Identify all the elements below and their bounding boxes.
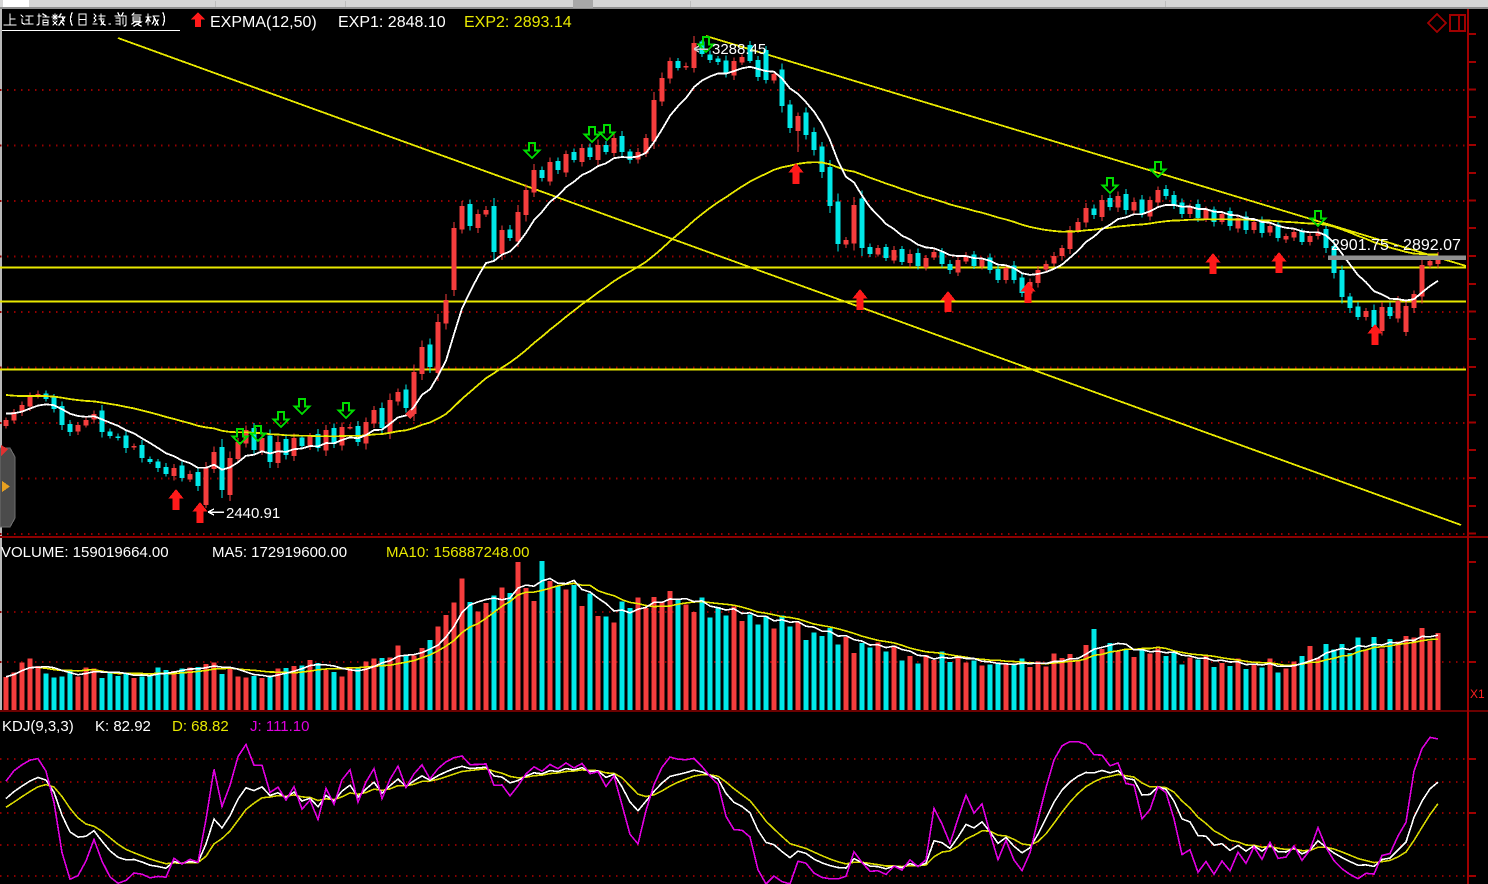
svg-text:MA10: 156887248.00: MA10: 156887248.00 xyxy=(386,544,529,561)
svg-text:K: 82.92: K: 82.92 xyxy=(95,718,151,735)
svg-text:J: 111.10: J: 111.10 xyxy=(250,718,310,735)
svg-text:EXPMA(12,50): EXPMA(12,50) xyxy=(210,14,317,31)
svg-text:2901.75 - 2892.07: 2901.75 - 2892.07 xyxy=(1331,237,1461,254)
svg-text:2440.91: 2440.91 xyxy=(226,505,280,522)
svg-text:VOLUME: 159019664.00: VOLUME: 159019664.00 xyxy=(1,544,169,561)
svg-text:3288.45: 3288.45 xyxy=(712,41,766,58)
svg-text:D: 68.82: D: 68.82 xyxy=(172,718,229,735)
svg-text:KDJ(9,3,3): KDJ(9,3,3) xyxy=(2,718,74,735)
svg-text:MA5: 172919600.00: MA5: 172919600.00 xyxy=(212,544,347,561)
svg-text:EXP1: 2848.10: EXP1: 2848.10 xyxy=(338,14,446,31)
svg-text:EXP2: 2893.14: EXP2: 2893.14 xyxy=(464,14,572,31)
svg-text:X1: X1 xyxy=(1470,687,1485,701)
